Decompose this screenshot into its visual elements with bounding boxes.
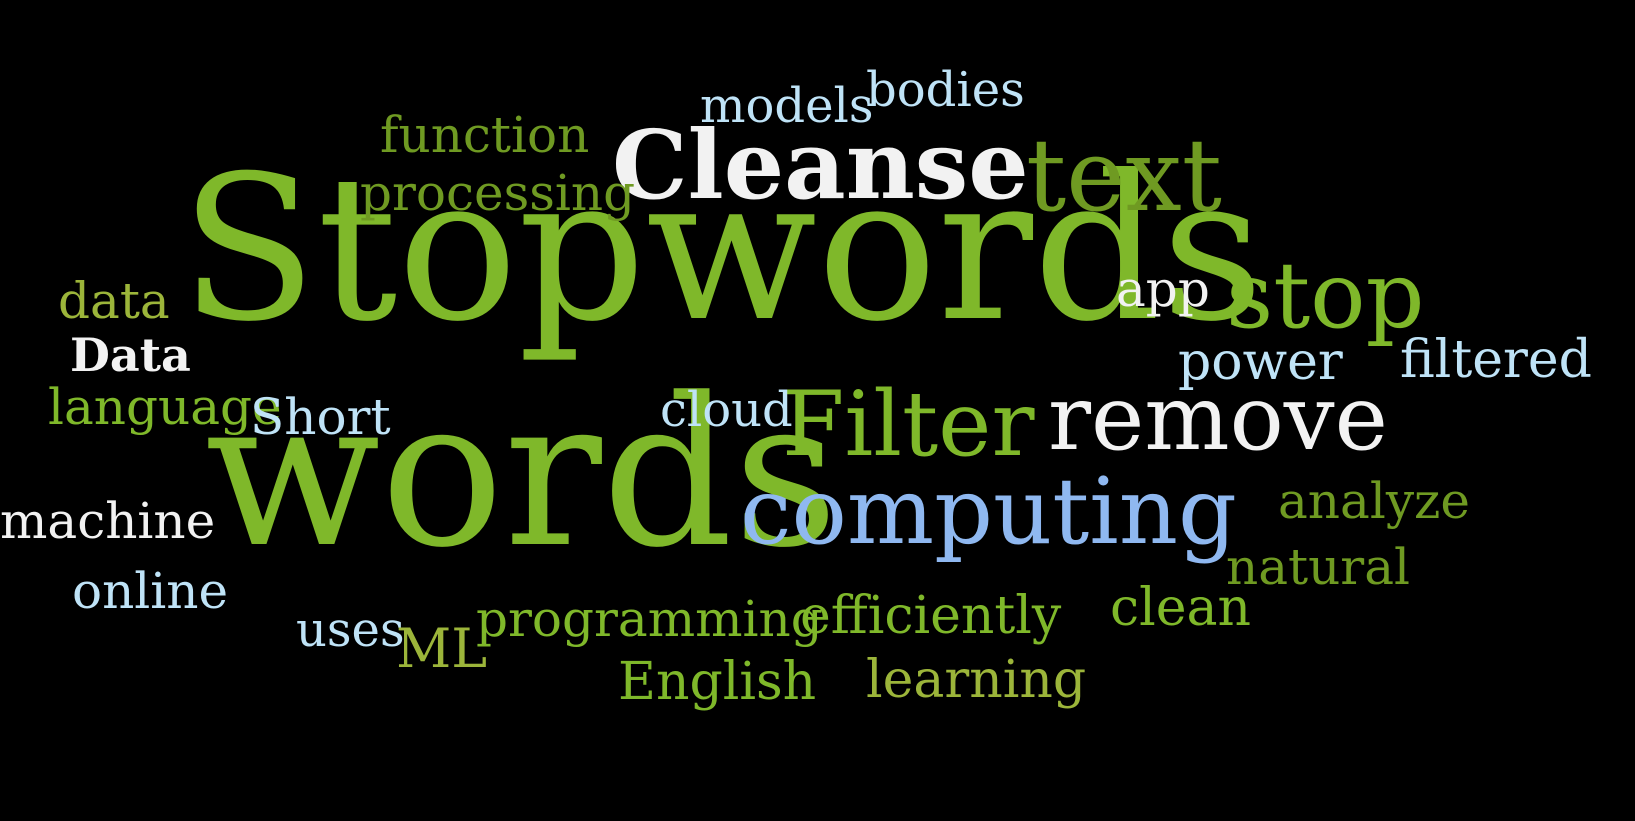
word-learning: learning (866, 650, 1087, 710)
word-models: models (700, 78, 874, 134)
word-cloud: cloud (660, 382, 793, 438)
word-natural: natural (1226, 538, 1411, 596)
word-processing: processing (360, 164, 636, 222)
word-filter: Filter (782, 372, 1035, 477)
word-english: English (618, 652, 817, 712)
word-function: function (380, 106, 590, 164)
word-online: online (72, 562, 229, 620)
word-programming: programming (476, 590, 823, 648)
word-app: app (1116, 260, 1210, 318)
word-bodies: bodies (866, 62, 1025, 118)
word-efficiently: efficiently (800, 586, 1062, 646)
word-power: power (1178, 332, 1343, 392)
word-computing: computing (740, 458, 1237, 565)
word-stop: stop (1226, 242, 1425, 349)
word-ml: ML (396, 617, 488, 680)
word-text: text (1026, 117, 1222, 234)
word-words: words (205, 355, 839, 593)
word-data-title: Data (70, 328, 191, 382)
word-stopwords: Stopwords (180, 133, 1264, 366)
word-short: Short (250, 388, 391, 446)
word-analyze: analyze (1278, 472, 1470, 530)
word-machine: machine (0, 492, 216, 550)
word-data-lower: data (58, 272, 170, 330)
word-cleanse: Cleanse (612, 110, 1029, 221)
word-clean: clean (1110, 578, 1252, 638)
word-remove: remove (1048, 366, 1388, 471)
word-filtered: filtered (1400, 330, 1592, 390)
word-uses: uses (296, 602, 405, 658)
word-language: language (48, 378, 282, 436)
